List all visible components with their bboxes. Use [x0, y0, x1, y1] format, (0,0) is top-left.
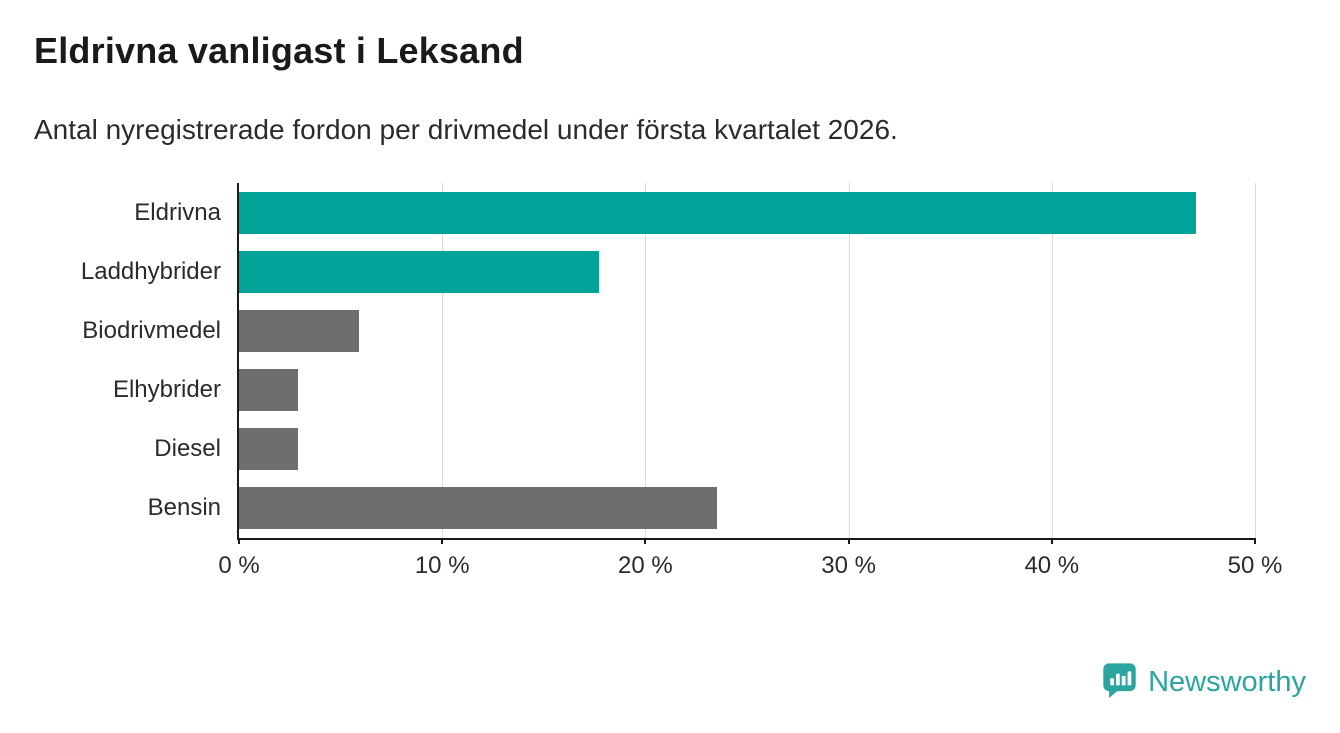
x-tick-label-50: 50 % — [1227, 552, 1283, 579]
x-tickmark-30 — [847, 538, 850, 544]
x-tick-label-40: 40 % — [1024, 552, 1080, 579]
gridline-x-40 — [1051, 183, 1053, 538]
bar-chart-pin-icon — [1101, 661, 1138, 703]
x-tick-label-20: 20 % — [618, 552, 673, 579]
category-label-biodrivmedel: Biodrivmedel — [82, 316, 221, 344]
x-tickmark-10 — [441, 538, 444, 544]
category-label-laddhybrider: Laddhybrider — [80, 257, 221, 285]
x-tickmark-40 — [1050, 538, 1053, 544]
bar-row-bensin: Bensin — [148, 479, 1255, 538]
x-tick-label-30: 30 % — [821, 552, 876, 579]
x-tickmark-50 — [1254, 538, 1256, 544]
category-label-diesel: Diesel — [154, 435, 221, 463]
newsworthy-logo-text: Newsworthy — [1148, 665, 1306, 698]
bar-elhybrider — [239, 369, 298, 412]
category-label-elhybrider: Elhybrider — [112, 376, 221, 404]
chart-title: Eldrivna vanligast i Leksand — [34, 30, 524, 71]
category-label-eldrivna: Eldrivna — [134, 198, 221, 226]
gridline-x-10 — [442, 183, 444, 538]
bar-eldrivna — [239, 191, 1197, 234]
x-tickmark-0 — [238, 538, 240, 544]
plot-area: 0 % 10 % 20 % 30 % 40 % 50 % Eldrivna Laddhybri… — [81, 183, 1282, 579]
bar-row-diesel: Diesel — [154, 420, 1255, 479]
gridline-x-50 — [1255, 183, 1256, 538]
gridline-x-20 — [645, 183, 647, 538]
x-tickmark-20 — [644, 538, 647, 544]
bar-row-eldrivna: Eldrivna — [134, 183, 1255, 242]
bar-row-biodrivmedel: Biodrivmedel — [82, 301, 1255, 360]
chart-subtitle: Antal nyregistrerade fordon per drivmede… — [34, 114, 898, 145]
x-tick-label-0: 0 % — [218, 552, 260, 579]
gridline-x-30 — [848, 183, 850, 538]
bar-diesel — [239, 428, 298, 471]
bar-row-elhybrider: Elhybrider — [113, 360, 1255, 419]
bar-biodrivmedel — [239, 309, 359, 352]
x-tick-label-10: 10 % — [414, 552, 470, 579]
category-label-bensin: Bensin — [147, 494, 221, 522]
bar-row-laddhybrider: Laddhybrider — [81, 242, 1255, 301]
newsworthy-logo[interactable]: Newsworthy — [1101, 661, 1306, 703]
bar-laddhybrider — [239, 250, 599, 293]
bar-bensin — [239, 487, 717, 530]
